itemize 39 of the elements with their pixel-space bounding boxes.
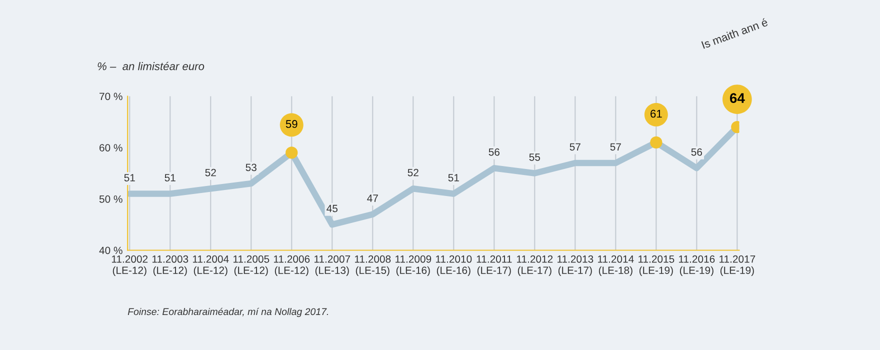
x-tick-label: 11.2010 (LE-16) bbox=[436, 255, 472, 276]
text: Is maith ann é bbox=[701, 18, 768, 49]
x-tick-label: 11.2012 (LE-17) bbox=[517, 255, 553, 276]
y-tick-label: 40 % bbox=[99, 246, 122, 254]
data-label: 57 bbox=[610, 143, 621, 151]
data-label: 56 bbox=[691, 148, 702, 156]
data-label: 59 bbox=[286, 120, 298, 128]
data-label: 51 bbox=[164, 174, 176, 182]
data-label: 53 bbox=[246, 164, 256, 172]
x-tick-label: 11.2003 (LE-12) bbox=[152, 255, 188, 276]
x-tick-label: 11.2008 (LE-15) bbox=[355, 255, 391, 276]
data-label: 61 bbox=[650, 110, 662, 118]
chart-title: % – an limistéar euro bbox=[98, 62, 204, 70]
x-tick-label: 11.2006 (LE-12) bbox=[274, 255, 310, 276]
x-tick-label: 11.2017 (LE-19) bbox=[720, 255, 756, 276]
data-label: 51 bbox=[124, 174, 135, 182]
y-tick-label: 50 % bbox=[99, 195, 122, 203]
data-label: 45 bbox=[326, 204, 338, 212]
data-label: 56 bbox=[488, 148, 500, 156]
x-tick-label: 11.2004 (LE-12) bbox=[192, 255, 229, 276]
data-label: 52 bbox=[205, 168, 216, 176]
data-label: 57 bbox=[570, 143, 580, 151]
data-label: 64 bbox=[730, 93, 745, 103]
x-tick-label: 11.2014 (LE-18) bbox=[598, 255, 634, 276]
data-label: 52 bbox=[408, 168, 418, 176]
data-label: 51 bbox=[448, 174, 459, 182]
data-label: 55 bbox=[529, 154, 540, 161]
x-tick-label: 11.2007 (LE-13) bbox=[314, 255, 350, 276]
x-tick-label: 11.2002 (LE-12) bbox=[112, 255, 148, 276]
text: Foinse: Eorabharaiméadar, mí na Nollag 2017. bbox=[128, 308, 328, 318]
y-tick-label: 70 % bbox=[100, 92, 122, 100]
x-tick-label: 11.2009 (LE-16) bbox=[396, 255, 432, 276]
x-tick-label: 11.2016 (LE-19) bbox=[679, 255, 715, 276]
x-tick-label: 11.2015 (LE-19) bbox=[638, 255, 674, 276]
data-label: 47 bbox=[367, 194, 378, 202]
x-tick-label: 11.2005 (LE-12) bbox=[233, 255, 270, 276]
x-tick-label: 11.2013 (LE-17) bbox=[558, 255, 594, 276]
y-tick-label: 60 % bbox=[100, 144, 122, 152]
x-tick-label: 11.2011 (LE-17) bbox=[476, 255, 512, 276]
